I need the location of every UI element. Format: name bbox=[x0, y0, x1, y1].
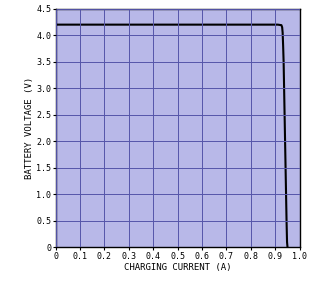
Y-axis label: BATTERY VOLTAGE (V): BATTERY VOLTAGE (V) bbox=[25, 77, 34, 179]
X-axis label: CHARGING CURRENT (A): CHARGING CURRENT (A) bbox=[124, 263, 231, 272]
